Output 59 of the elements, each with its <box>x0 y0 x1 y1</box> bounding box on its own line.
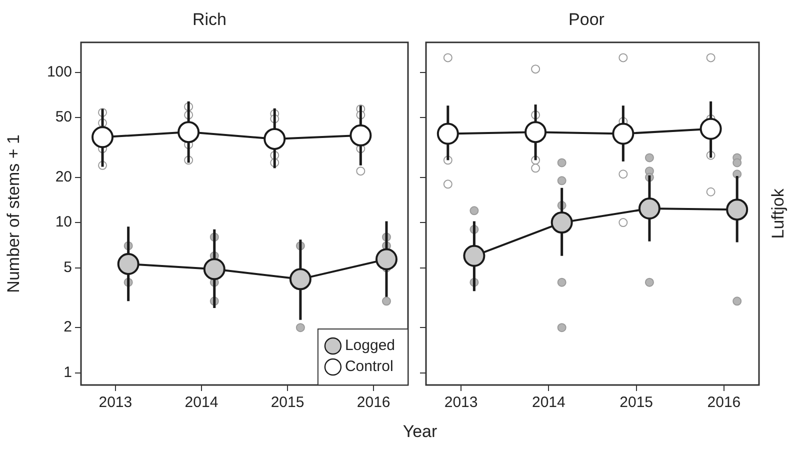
y-tick-label: 100 <box>46 63 72 80</box>
point <box>289 268 312 290</box>
point <box>700 118 722 140</box>
point <box>178 121 200 144</box>
chart-title: Rich <box>192 10 227 29</box>
x-tick-label: 2013 <box>98 394 132 412</box>
point <box>726 198 748 221</box>
point <box>732 296 742 306</box>
point <box>463 244 486 267</box>
point <box>443 180 452 189</box>
point <box>356 166 366 176</box>
point <box>436 122 459 145</box>
point <box>443 53 452 62</box>
point <box>117 252 140 275</box>
point <box>264 128 286 150</box>
legend-label: Logged <box>344 337 396 354</box>
point <box>531 64 540 74</box>
point <box>470 206 479 216</box>
x-tick-label: 2015 <box>620 394 654 412</box>
chart-title: Poor <box>568 10 605 29</box>
x-axis-title: Year <box>402 422 438 442</box>
y-axis-title: Number of stems + 1 <box>4 134 23 293</box>
point <box>550 212 573 234</box>
point <box>350 124 372 146</box>
y-tick-label: 50 <box>55 108 72 126</box>
point <box>638 198 660 220</box>
x-tick-label: 2013 <box>444 394 478 412</box>
point <box>203 258 226 280</box>
y-tick-label: 2 <box>64 318 72 336</box>
text: Luftjok <box>768 188 788 239</box>
point <box>618 53 628 62</box>
point <box>382 296 391 306</box>
point <box>557 176 566 186</box>
point <box>531 164 540 173</box>
x-tick-label: 2015 <box>270 394 304 412</box>
y-tick-label: 5 <box>64 258 72 276</box>
point <box>612 122 634 145</box>
x-tick-label: 2014 <box>532 394 566 412</box>
point <box>618 218 628 228</box>
y-tick-label: 10 <box>55 214 72 231</box>
y-tick-label: 20 <box>55 168 72 186</box>
point <box>524 121 547 144</box>
point <box>706 53 716 62</box>
point <box>706 187 716 196</box>
x-tick-label: 2014 <box>184 394 218 412</box>
x-tick-label: 2016 <box>707 394 741 412</box>
point <box>557 158 566 168</box>
legend-label: Control <box>344 358 394 376</box>
point <box>644 278 654 287</box>
y-tick-label: 1 <box>64 364 72 381</box>
point <box>557 278 566 287</box>
x-tick-label: 2016 <box>356 394 390 412</box>
point <box>732 158 742 168</box>
point <box>92 126 114 148</box>
point <box>296 323 305 332</box>
point <box>618 170 628 179</box>
point <box>644 153 654 162</box>
point <box>557 323 566 332</box>
point <box>732 170 742 179</box>
